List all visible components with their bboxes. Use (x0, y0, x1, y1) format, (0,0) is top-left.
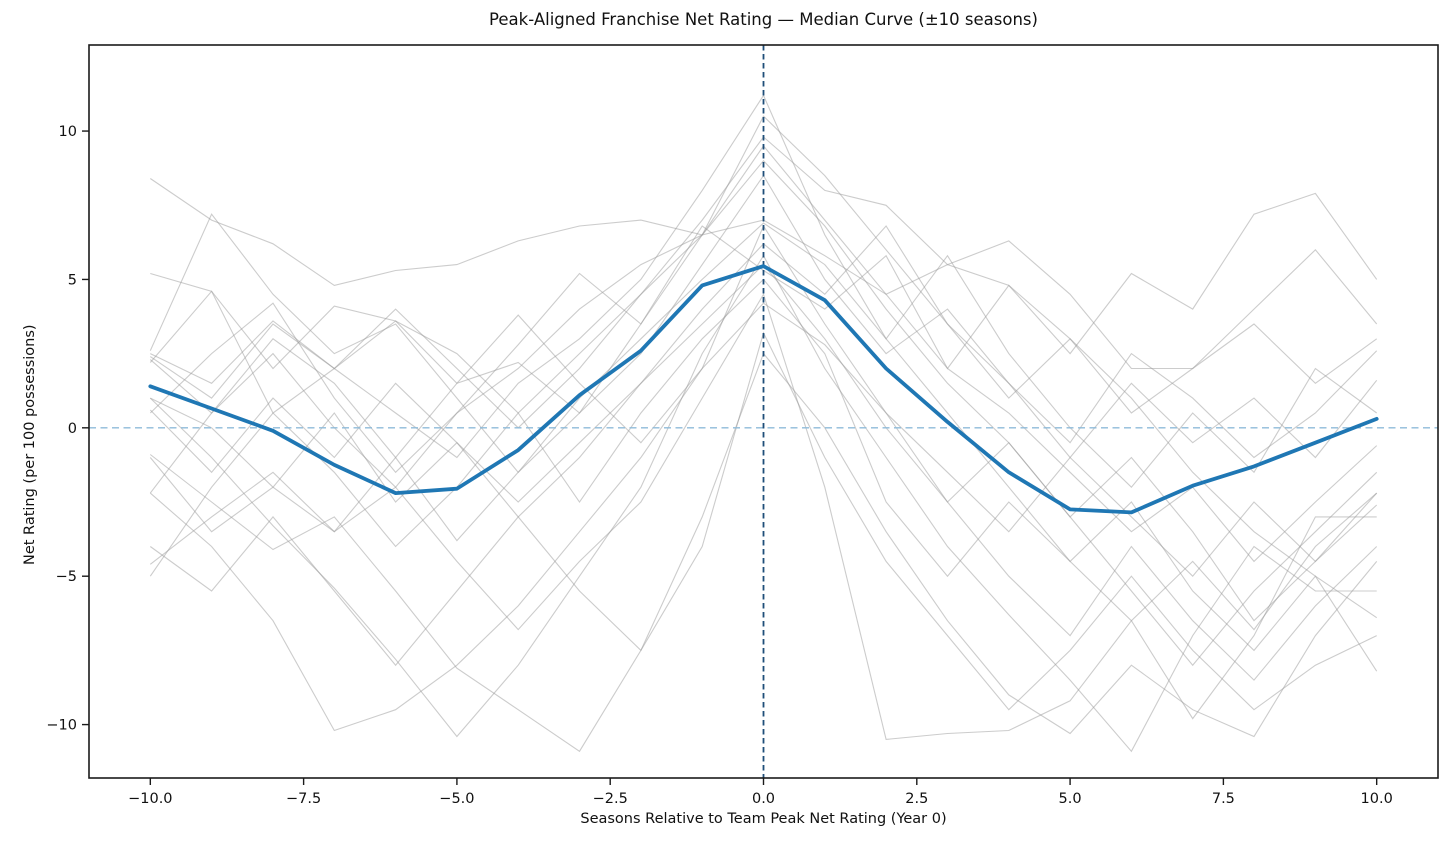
franchise-line (149, 159, 1378, 667)
x-tick-label: 0.0 (752, 791, 775, 807)
y-tick-label: 5 (68, 272, 77, 288)
franchise-line (150, 225, 1378, 563)
y-tick-label: 10 (59, 124, 77, 140)
x-tick-label: 2.5 (905, 791, 928, 807)
x-tick-label: 7.5 (1212, 791, 1235, 807)
median-line (148, 264, 1379, 515)
franchise-line (149, 331, 1377, 711)
x-axis-label: Seasons Relative to Team Peak Net Rating… (580, 811, 947, 827)
y-tick-label: −10 (46, 718, 77, 734)
y-tick-label: 0 (68, 421, 77, 437)
x-tick-label: 10.0 (1361, 791, 1393, 807)
chart-title: Peak-Aligned Franchise Net Rating — Medi… (489, 10, 1038, 29)
x-tick-label: −7.5 (286, 791, 321, 807)
x-tick-label: −2.5 (593, 791, 628, 807)
y-tick-label: −5 (56, 569, 77, 585)
franchise-line (149, 115, 1378, 459)
x-tick-label: −5.0 (439, 791, 474, 807)
x-tick-label: 5.0 (1059, 791, 1082, 807)
franchise-line (149, 292, 1378, 740)
x-tick-label: −10.0 (128, 791, 172, 807)
franchise-line (150, 302, 1378, 578)
franchise-line (149, 222, 1378, 542)
